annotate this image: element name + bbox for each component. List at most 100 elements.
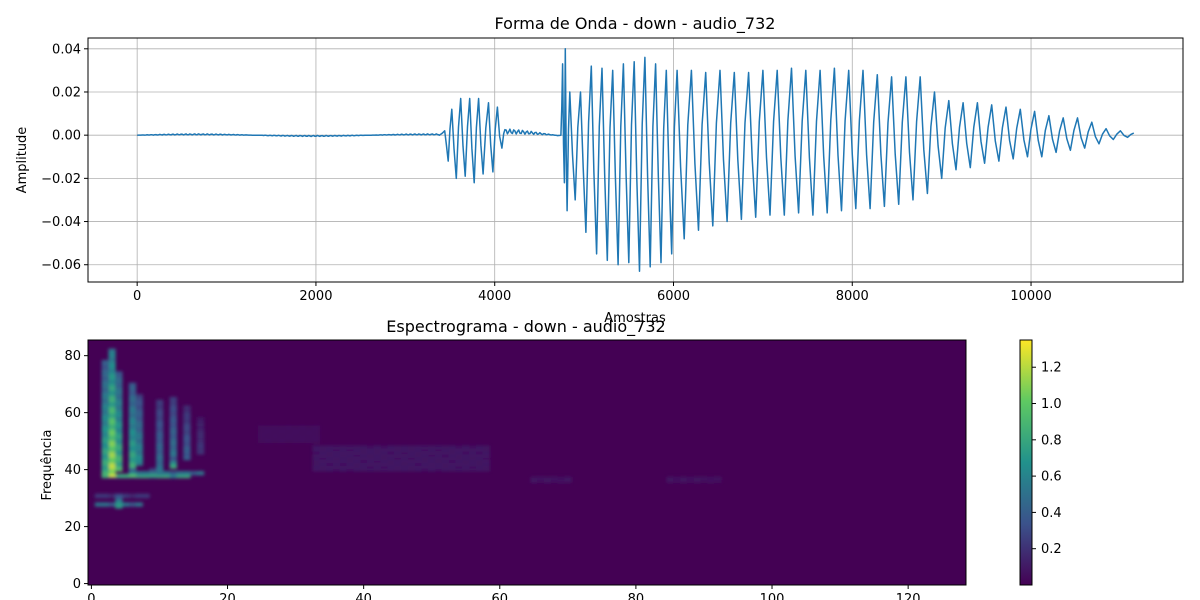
spectrogram-cell [108,471,116,475]
spectrogram-cell [183,436,191,441]
spectrogram-cell [380,448,388,452]
spectrogram-cell [333,465,341,469]
spectrogram-cell [94,502,103,507]
spectrogram-cell [115,496,123,501]
spectrogram-cell [305,431,314,435]
spectrogram-cell [101,411,109,415]
spectrogram-cell [183,471,191,476]
spectrogram-cell [319,448,327,452]
waveform-y-tick-label: −0.04 [41,215,81,230]
spectrogram-cell [367,465,375,469]
spectrogram-cell [312,448,320,452]
spectrogram-cell [421,468,429,472]
spectrogram-cell [142,493,150,499]
spectrogram-cell [326,456,334,461]
spectrogram-cell [714,476,722,481]
spectrogram-cell [169,411,177,415]
colorbar-tick-label: 1.2 [1041,361,1062,376]
spectrogram-cell [421,451,429,455]
spectrogram-cell [101,425,109,429]
spectrogram-cell [264,439,273,444]
spectrogram-cell [544,479,552,483]
spectrogram-cell [462,465,470,469]
waveform-grid [88,38,1183,282]
spectrogram-cell [312,439,320,444]
waveform-x-tick-label: 10000 [1010,289,1051,304]
spectrogram-cell [435,445,443,449]
spectrogram-cell [407,448,416,452]
spectrogram-cell [169,445,177,449]
spectrogram-cell [319,462,327,466]
spectrogram-cell [469,456,477,461]
spectrogram-cell [169,439,177,444]
spectrogram-cell [401,448,409,452]
spectrogram-cell [115,439,123,444]
spectrogram-cell [428,445,436,449]
spectrogram-cell [448,456,457,461]
spectrogram-cell [353,468,361,472]
spectrogram-cell [196,434,205,438]
spectrogram-cell [108,442,116,446]
spectrogram-cell [435,456,443,461]
spectrogram-cell [115,442,123,446]
waveform-x-tick-label: 4000 [478,289,511,304]
spectrogram-cell [135,453,143,458]
spectrogram-cell [292,428,300,432]
spectrogram-cell [101,402,109,407]
spectrogram-cell [707,479,715,483]
spectrogram-cell [101,465,109,469]
spectrogram-cell [108,414,116,418]
spectrogram-cell [278,434,286,438]
spectrogram-cell [360,451,368,455]
spectrogram-cell [128,422,137,426]
spectrogram-cell [360,445,368,449]
spectrogram-cell [271,434,280,438]
spectrogram-cell [128,451,137,455]
spectrogram-cell [387,462,395,466]
spectrogram-cell [428,453,436,458]
spectrogram-cell [298,425,307,429]
spectrogram-x-tick-label: 0 [87,592,95,600]
spectrogram-cell [115,399,123,404]
spectrogram-cell [135,456,143,461]
spectrogram-cell [128,456,137,461]
spectrogram-cell [312,428,320,432]
spectrogram-x-tick-label: 60 [492,592,509,600]
spectrogram-cell [455,451,463,455]
spectrogram-cell [530,476,538,481]
spectrogram-cell [169,471,177,476]
spectrogram-cell [353,448,361,452]
spectrogram-cell [101,462,109,466]
spectrogram-cell [115,428,123,432]
spectrogram-cell [108,462,116,466]
spectrogram-cell [312,445,320,449]
spectrogram-cell [169,405,177,409]
spectrogram-cell [346,456,354,461]
spectrogram-cell [346,445,354,449]
spectrogram-cell [108,377,116,381]
spectrogram-cell [401,456,409,461]
spectrogram-cell [135,416,143,421]
spectrogram-cell [298,436,307,441]
spectrogram-cell [169,465,177,469]
spectrogram-cell [373,456,382,461]
spectrogram-cell [128,408,137,412]
spectrogram-cell [339,462,348,466]
spectrogram-cell [475,456,484,461]
spectrogram-cell [128,402,137,407]
spectrogram-cell [455,465,463,469]
spectrogram-cell [530,479,538,483]
spectrogram-cell [128,453,137,458]
spectrogram-cell [142,473,150,479]
spectrogram-cell [169,456,177,461]
spectrogram-cell [482,456,491,461]
spectrogram-cell [176,471,184,476]
spectrogram-cell [339,459,348,463]
spectrogram-cell [346,468,354,472]
spectrogram-cell [367,459,375,463]
spectrogram-cell [101,419,109,424]
spectrogram-cell [115,414,123,418]
spectrogram-cell [469,445,477,449]
spectrogram-cell [108,445,116,449]
spectrogram-cell [115,385,123,389]
